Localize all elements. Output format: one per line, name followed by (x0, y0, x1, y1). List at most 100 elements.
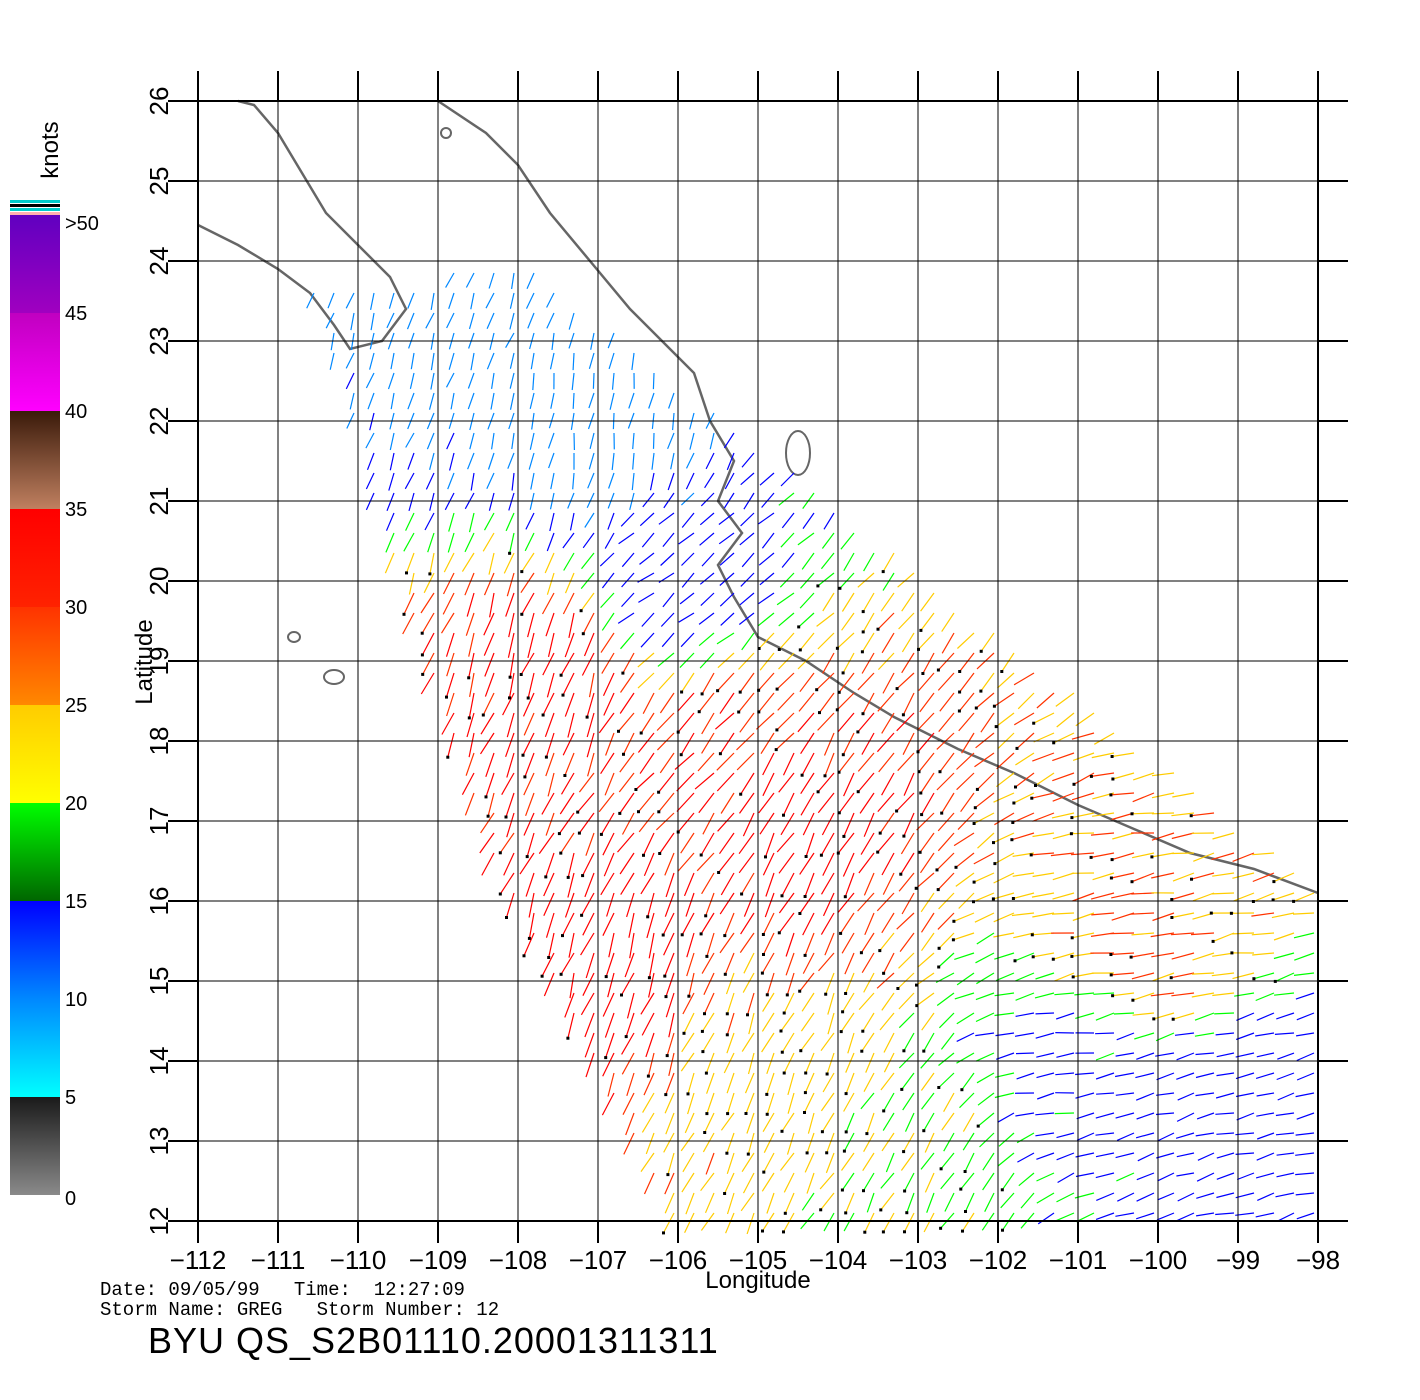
wind-vector (386, 312, 395, 329)
wind-vector (920, 892, 935, 913)
rain-flag (964, 1210, 967, 1213)
rain-flag (991, 897, 995, 901)
wind-vector (483, 612, 495, 636)
wind-vector (725, 972, 735, 995)
rain-flag (577, 831, 581, 835)
wind-vector (758, 792, 775, 814)
x-tick-label: −98 (1296, 1245, 1340, 1275)
rain-flag (402, 612, 406, 616)
wind-vector (1110, 932, 1135, 935)
wind-vector (668, 1052, 675, 1077)
wind-vector (1215, 1092, 1235, 1099)
rain-flag (762, 953, 765, 956)
wind-vector (841, 612, 855, 631)
wind-vector (643, 1072, 655, 1096)
wind-vector (592, 372, 595, 389)
wind-vector (842, 732, 855, 755)
storm-number-value: 12 (476, 1299, 500, 1321)
wind-vector (1075, 1172, 1095, 1178)
wind-vector (956, 1052, 975, 1064)
wind-vector (761, 532, 775, 549)
rain-flag (761, 933, 765, 936)
x-tick-label: −108 (489, 1245, 548, 1275)
rain-flag (579, 609, 583, 613)
rain-flag (757, 688, 761, 692)
wind-vector (617, 612, 635, 624)
wind-vector (941, 632, 955, 654)
wind-vector (542, 652, 555, 676)
wind-vector (667, 432, 675, 450)
wind-vector (1231, 932, 1255, 935)
wind-vector (841, 932, 855, 954)
wind-vector (1255, 1072, 1275, 1079)
wind-vector (938, 952, 955, 968)
colorbar-label: 45 (65, 303, 87, 325)
wind-vector (757, 612, 775, 627)
wind-vector (445, 372, 455, 388)
colorbar-band (10, 215, 60, 313)
wind-vector (446, 652, 455, 677)
wind-vector (1071, 732, 1095, 740)
wind-vector (661, 632, 675, 648)
rain-flag (604, 975, 608, 979)
wind-vector (509, 652, 515, 678)
wind-vector (1215, 1212, 1235, 1216)
wind-vector (918, 752, 935, 773)
wind-vector (842, 992, 855, 1013)
wind-vector (719, 892, 735, 915)
wind-vector (1136, 1212, 1155, 1220)
wind-vector (1071, 952, 1095, 957)
wind-vector (658, 512, 675, 525)
rain-flag (856, 730, 860, 734)
rain-flag (559, 851, 563, 855)
rain-flag (797, 625, 801, 629)
rain-flag (940, 811, 944, 815)
wind-vector (904, 1172, 915, 1192)
wind-vector (863, 972, 875, 993)
wind-vector (763, 1132, 775, 1153)
wind-vector (469, 432, 475, 450)
wind-vector (787, 1072, 795, 1096)
wind-vector (726, 1192, 735, 1215)
wind-vector (898, 952, 915, 969)
wind-vector (741, 632, 755, 651)
wind-vector (485, 292, 495, 309)
wind-vector (548, 932, 555, 958)
wind-vector (1036, 1072, 1055, 1079)
wind-vector (511, 272, 515, 290)
rain-flag (1110, 755, 1114, 758)
rain-flag (760, 971, 764, 975)
wind-vector (843, 772, 855, 797)
wind-vector (1131, 972, 1155, 980)
wind-vector (1112, 992, 1135, 997)
wind-vector (569, 972, 575, 999)
rain-flag (522, 954, 526, 958)
wind-vector (838, 792, 855, 814)
rain-flag (979, 649, 983, 653)
wind-vector (917, 952, 935, 968)
wind-vector (820, 872, 835, 895)
wind-vector (845, 1192, 855, 1214)
wind-vector (682, 1152, 695, 1173)
rain-flag (775, 728, 779, 732)
wind-vector (904, 1112, 915, 1132)
wind-vector (1095, 1072, 1115, 1080)
wind-vector (468, 732, 475, 758)
wind-vector (964, 1192, 975, 1212)
wind-vector (864, 1212, 875, 1233)
wind-vector (993, 932, 1015, 938)
wind-vector (1195, 1072, 1215, 1079)
wind-vector (446, 432, 455, 450)
wind-vector (762, 772, 775, 797)
y-tick-label: 21 (144, 487, 174, 516)
wind-vector (640, 1152, 655, 1172)
wind-vector (1277, 1052, 1295, 1060)
wind-vector (491, 372, 495, 389)
y-tick-label: 20 (144, 567, 174, 596)
rain-flag (860, 1049, 864, 1053)
rain-flag (563, 774, 567, 777)
wind-vector (1196, 1172, 1215, 1182)
wind-vector (668, 1012, 675, 1038)
wind-vector (1015, 972, 1035, 982)
wind-vector (1151, 792, 1175, 799)
